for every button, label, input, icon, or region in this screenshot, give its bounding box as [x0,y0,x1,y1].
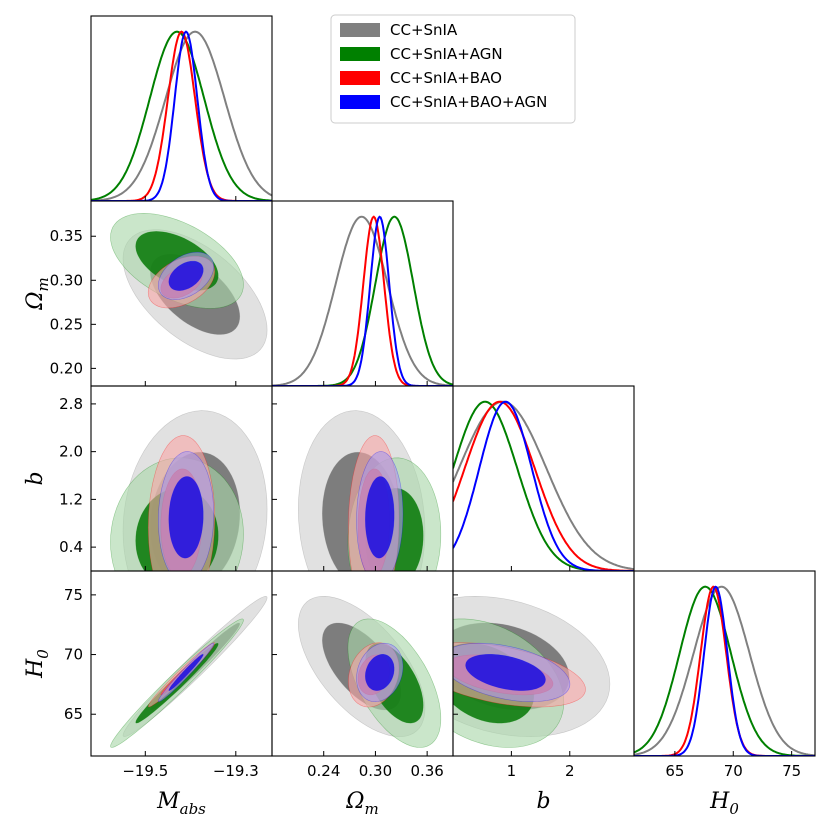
contour-panel-Mabs-Om [110,213,268,360]
legend-label: CC+SnIA+BAO [390,69,502,87]
marginal-panel-b [453,400,634,571]
marginal-curve-2 [91,30,272,201]
contour-dark-3 [168,260,204,291]
panel-frame [633,570,816,757]
x-tick-label-H0: 70 [724,762,743,780]
y-tick-label-H0: 65 [64,705,83,723]
y-tick-label-H0: 75 [64,586,83,604]
y-tick-label-Om: 0.25 [50,315,83,333]
x-axis-label-Mabs: Mabs [156,789,206,818]
y-axis-label-H0: H0 [23,649,52,679]
y-tick-label-b: 2.0 [59,443,83,461]
panel-frame [90,570,273,757]
y-tick-label-b: 1.2 [59,490,83,508]
x-axis-label-H0: H0 [709,789,739,818]
y-tick-label-Om: 0.35 [50,227,83,245]
ticks-layer: 0.20 0.25 0.30 0.35 0.4 1.2 2.0 2.8 65 70 75 −19.5 −… [50,196,801,780]
contour-panel-Mabs-H0 [110,595,268,748]
marginal-curve-3 [634,585,815,756]
legend-swatch [340,23,380,37]
y-axis-label-Om: Ωm [23,277,52,310]
marginal-curve-1 [634,585,815,756]
contour-panel-Om-H0 [297,595,442,748]
legend-label: CC+SnIA+AGN [390,45,503,63]
legend-swatch [340,47,380,61]
x-tick-label-Om: 0.36 [410,762,443,780]
contour-panel-Mabs-b [110,410,268,571]
x-axis-label-b: b [536,789,550,814]
x-tick-label-H0: 65 [665,762,684,780]
marginal-panel-Om [272,215,453,386]
y-tick-label-b: 2.8 [59,395,83,413]
y-tick-label-b: 0.4 [59,538,83,556]
contour-dark-3 [465,653,546,691]
legend-swatch [340,95,380,109]
y-tick-label-H0: 70 [64,646,83,664]
legend: CC+SnIA CC+SnIA+AGN CC+SnIA+BAO CC+SnIA+BAO… [330,14,576,124]
marginal-curve-2 [272,215,453,386]
x-tick-label-Om: 0.24 [307,762,340,780]
marginal-curve-1 [272,215,453,386]
axis-labels-layer: Mabs Ωm b H0 Ωm b H0 [23,277,739,818]
x-tick-label-Mabs: −19.3 [213,762,259,780]
x-axis-label-Om: Ωm [345,789,378,818]
legend-box [330,14,576,124]
x-tick-label-Om: 0.30 [359,762,392,780]
x-tick-label-Mabs: −19.5 [122,762,168,780]
contour-dark-3 [364,476,395,559]
marginal-curve-1 [91,30,272,201]
marginal-curve-3 [91,30,272,201]
panel-frame [452,385,635,572]
panel-frames-layer [90,15,816,757]
legend-swatch [340,71,380,85]
marginal-panel-Mabs [91,30,272,201]
x-tick-label-H0: 75 [782,762,801,780]
marginal-curve-0 [272,215,453,386]
y-axis-label-b: b [23,471,48,485]
x-tick-label-b: 1 [507,762,517,780]
legend-label: CC+SnIA [390,21,458,39]
marginal-curve-3 [272,215,453,386]
legend-label: CC+SnIA+BAO+AGN [390,93,547,111]
contour-dark-3 [168,653,204,691]
contour-panel-Om-b [297,410,442,571]
marginal-curve-0 [91,30,272,201]
contour-panel-b-H0 [453,595,611,748]
contour-dark-3 [168,476,204,559]
x-tick-label-b: 2 [565,762,575,780]
contour-layer [110,213,611,748]
y-tick-label-Om: 0.30 [50,271,83,289]
marginal-curve-0 [634,585,815,756]
marginal-curve-2 [634,585,815,756]
marginal-panel-H0 [634,585,815,756]
marginal-curve-2 [453,400,634,571]
y-tick-label-Om: 0.20 [50,359,83,377]
contour-dark-3 [364,653,395,691]
